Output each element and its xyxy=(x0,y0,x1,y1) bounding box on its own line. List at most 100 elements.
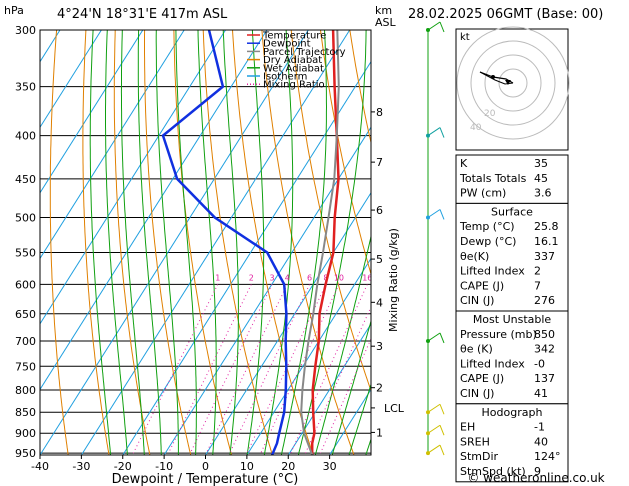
altitude-tick-label: 7 xyxy=(376,156,383,169)
index-label: Totals Totals xyxy=(459,172,527,185)
wind-barb-shaft xyxy=(427,444,441,454)
mixing-ratio-label: 6 xyxy=(307,273,312,282)
isotherm xyxy=(40,30,102,129)
skewt-grid xyxy=(40,30,629,455)
legend-label: Parcel Trajectory xyxy=(263,47,346,58)
index-value: 3.6 xyxy=(534,187,552,200)
mixing-ratio-axis-title: Mixing Ratio (g/kg) xyxy=(387,228,400,332)
mixing-ratio-line xyxy=(260,284,340,454)
wind-barb-shaft xyxy=(427,127,441,137)
wet-adiabat xyxy=(120,30,145,455)
mixing-ratio-label: 10 xyxy=(334,273,344,282)
wet-adiabat xyxy=(105,30,128,455)
dry-adiabat xyxy=(261,30,355,455)
legend-label: Wet Adiabat xyxy=(263,63,324,74)
index-label: θe (K) xyxy=(460,343,493,356)
x-axis-title: Dewpoint / Temperature (°C) xyxy=(112,472,299,486)
index-value: -1 xyxy=(534,421,545,434)
wet-adiabat xyxy=(222,30,239,455)
isotherm xyxy=(40,30,268,391)
wind-barb-flag xyxy=(439,127,445,138)
index-value: 276 xyxy=(534,294,555,307)
location-title: 4°24'N 18°31'E 417m ASL xyxy=(57,7,228,22)
copyright: © weatheronline.co.uk xyxy=(467,471,604,485)
wind-barb-flag xyxy=(439,404,445,415)
index-label: Lifted Index xyxy=(460,265,525,278)
pressure-tick-label: 500 xyxy=(15,211,36,224)
index-label: SREH xyxy=(460,435,490,448)
legend-label: Mixing Ratio xyxy=(263,80,325,91)
wet-adiabat xyxy=(297,30,367,455)
hodograph-unit-label: kt xyxy=(460,32,470,43)
dry-adiabat xyxy=(290,30,371,393)
mixing-ratio-label: 1 xyxy=(215,273,220,282)
pressure-tick-label: 450 xyxy=(15,173,36,186)
index-label: StmSpd (kt) xyxy=(460,465,526,478)
x-tick-label: 30 xyxy=(323,460,337,473)
altitude-tick-label: 6 xyxy=(376,204,383,217)
pressure-tick-label: 800 xyxy=(15,384,36,397)
x-tick-label: -40 xyxy=(31,460,49,473)
wind-barb-shaft xyxy=(427,332,441,342)
wind-profile xyxy=(426,21,445,456)
index-value: 25.8 xyxy=(534,220,559,233)
index-label: CAPE (J) xyxy=(460,279,504,292)
pressure-tick-label: 350 xyxy=(15,81,36,94)
wet-adiabat xyxy=(175,30,197,455)
x-tick-label: 10 xyxy=(240,460,254,473)
pressure-tick-label: 650 xyxy=(15,308,36,321)
wet-adiabat xyxy=(89,30,112,455)
wind-barb-flag xyxy=(439,425,445,436)
legend-label: Dry Adiabat xyxy=(263,55,322,66)
dry-adiabat xyxy=(49,30,69,455)
pressure-tick-label: 300 xyxy=(15,24,36,37)
altitude-tick-label: LCL xyxy=(384,402,405,415)
dry-adiabat xyxy=(202,30,273,455)
altitude-tick-label: 1 xyxy=(376,426,383,439)
pressure-tick-label: 750 xyxy=(15,360,36,373)
asl-label: ASL xyxy=(375,16,397,29)
wind-barb-shaft xyxy=(427,209,441,218)
pressure-tick-label: 700 xyxy=(15,335,36,348)
mixing-ratio-line xyxy=(305,305,371,454)
indices-box xyxy=(455,202,569,312)
isotherm xyxy=(40,30,185,260)
index-label: K xyxy=(460,157,468,170)
pressure-tick-label: 850 xyxy=(15,406,36,419)
wet-adiabat xyxy=(314,234,371,455)
wet-adiabat xyxy=(137,30,162,455)
wet-adiabat xyxy=(280,30,328,455)
indices-section-title: Hodograph xyxy=(482,406,543,419)
hodograph-ring xyxy=(484,54,542,112)
wet-adiabat xyxy=(331,319,371,455)
altitude-tick-label: 8 xyxy=(376,106,383,119)
mixing-ratio-line xyxy=(246,284,327,454)
profile-dewpoint xyxy=(161,30,288,455)
index-value: 40 xyxy=(534,435,548,448)
mixing-ratio-label: 2 xyxy=(249,273,254,282)
mixing-ratio-label: 3 xyxy=(269,273,274,282)
isotherm xyxy=(205,191,371,455)
wet-adiabat xyxy=(197,30,217,455)
mixing-ratio-line xyxy=(168,284,252,454)
isotherm xyxy=(122,60,371,455)
pressure-tick-label: 550 xyxy=(15,246,36,259)
dry-adiabat xyxy=(82,30,110,455)
legend-label: Dewpoint xyxy=(263,39,311,50)
altitude-tick-label: 4 xyxy=(376,296,383,309)
wind-barb-shaft xyxy=(427,403,441,413)
index-label: PW (cm) xyxy=(460,187,506,200)
dry-adiabat xyxy=(614,30,629,455)
pressure-tick-label: 950 xyxy=(15,447,36,460)
hodograph-point xyxy=(491,75,495,79)
x-tick-label: 0 xyxy=(202,460,209,473)
plot-frame xyxy=(39,29,372,456)
profile-temperature xyxy=(310,30,340,455)
mixing-ratio-line xyxy=(229,284,310,454)
hodograph-trace-inner xyxy=(479,71,514,85)
hodograph-ring xyxy=(498,68,528,98)
legend-label: Temperature xyxy=(262,31,326,42)
